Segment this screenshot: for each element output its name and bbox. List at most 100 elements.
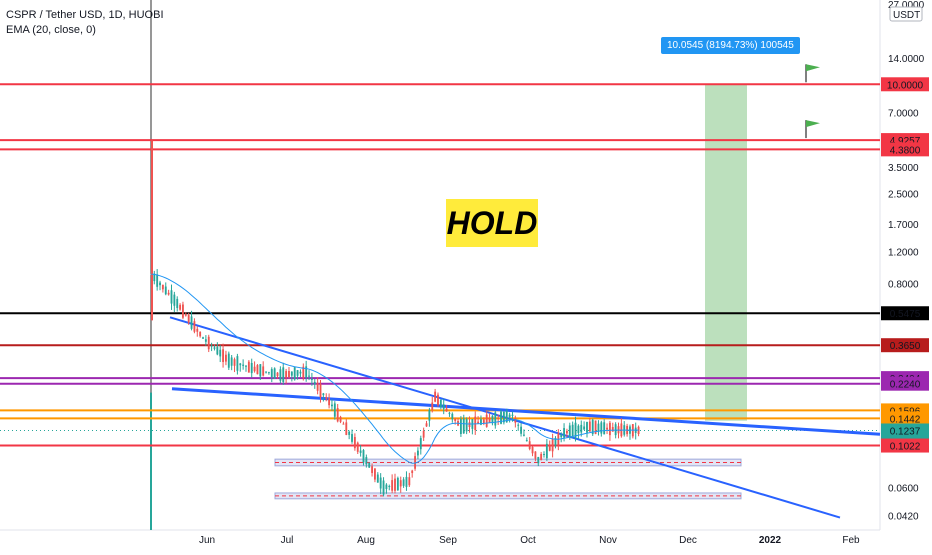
candle-body — [465, 419, 468, 432]
candle-body — [239, 363, 242, 366]
candle-body — [182, 304, 184, 318]
candle-body — [328, 398, 331, 406]
candle-body — [184, 314, 187, 316]
candle-body — [437, 394, 439, 406]
candle-body — [333, 403, 336, 417]
candle-body — [408, 477, 411, 486]
candle-body — [222, 349, 225, 363]
candle-body — [176, 298, 179, 308]
candle-body — [411, 470, 414, 474]
candle-body — [531, 446, 534, 454]
candle-body — [190, 316, 193, 329]
candle-body — [374, 468, 376, 480]
currency-tick: 27.0000 — [888, 0, 925, 11]
candle-body — [597, 423, 600, 432]
candle-body — [399, 480, 402, 487]
candle-body — [543, 453, 545, 455]
candle-body — [514, 417, 517, 423]
price-tag-0.5475 — [881, 306, 929, 321]
price-tag-0.1022 — [881, 438, 929, 453]
candle-body — [359, 450, 362, 453]
candle-body — [608, 422, 611, 436]
currency-label: USDT — [893, 10, 920, 21]
candle-body — [603, 422, 606, 435]
candle-body — [431, 402, 434, 410]
price-tag-4.3800 — [881, 142, 929, 157]
candle-body — [250, 362, 253, 374]
candle-body — [588, 421, 591, 432]
candle-body — [279, 369, 282, 381]
candle-body — [270, 369, 273, 377]
chart-legend: CSPR / Tether USD, 1D, HUOBI EMA (20, cl… — [6, 8, 164, 38]
candle-body — [302, 366, 305, 378]
ema-indicator-label[interactable]: EMA (20, close, 0) — [6, 24, 96, 36]
candle-body — [290, 371, 293, 376]
candle-body — [210, 345, 213, 347]
candle-body — [342, 423, 345, 425]
price-tag-text: 0.1237 — [890, 426, 921, 437]
candle-body — [454, 418, 457, 421]
candle-body — [273, 368, 276, 380]
candle-body — [213, 347, 216, 349]
flag-icon — [806, 64, 820, 72]
candle-body — [488, 417, 491, 423]
candle-body — [577, 425, 580, 434]
candle-body — [179, 304, 182, 310]
candle-body — [505, 410, 508, 423]
measure-label: 10.0545 (8194.73%) 100545 — [661, 37, 800, 54]
x-tick-label: Feb — [842, 535, 860, 546]
symbol-title[interactable]: CSPR / Tether USD, 1D, HUOBI — [6, 9, 164, 21]
candle-body — [325, 397, 328, 399]
candle-body — [468, 422, 471, 428]
candle-body — [520, 426, 523, 434]
candle-body — [462, 418, 465, 434]
candle-body — [365, 457, 368, 465]
candle-body — [356, 442, 359, 452]
x-tick-label: Sep — [439, 535, 457, 546]
candle-body — [563, 428, 565, 438]
candle-body — [571, 424, 574, 437]
candle-body — [227, 353, 230, 368]
candle-body — [351, 434, 353, 442]
candle-body — [482, 419, 485, 424]
candle-body — [611, 427, 614, 432]
candle-body — [345, 422, 348, 435]
candle-body — [305, 366, 308, 378]
candle-body — [262, 366, 265, 376]
candle-body — [405, 476, 408, 487]
candle-body — [586, 421, 588, 433]
candle-body — [299, 371, 302, 374]
candle-body — [319, 383, 322, 398]
candle-body — [282, 367, 285, 382]
candle-body — [445, 408, 448, 412]
candle-body — [376, 474, 379, 483]
candle-body — [196, 328, 199, 332]
candle-body — [296, 370, 299, 376]
hold-label: HOLD — [446, 199, 538, 247]
candle-body — [371, 466, 374, 473]
candle-body — [500, 411, 502, 424]
candle-body — [591, 419, 594, 435]
candle-body — [442, 404, 445, 409]
candle-body — [167, 292, 170, 295]
candle-body — [259, 364, 262, 377]
candle-body — [565, 430, 568, 434]
candle-body — [161, 284, 164, 290]
candle-body — [545, 443, 548, 459]
candle-body — [219, 349, 222, 357]
candle-body — [494, 412, 497, 426]
candle-body — [534, 451, 537, 459]
candle-body — [606, 427, 608, 430]
candle-body — [391, 480, 394, 491]
price-tag-text: 0.1022 — [890, 442, 921, 453]
candle-body — [402, 479, 405, 486]
candle-body — [242, 364, 245, 366]
candle-body — [193, 321, 196, 332]
candle-body — [164, 286, 167, 295]
target-zone — [705, 84, 747, 421]
x-tick-label: Aug — [357, 535, 375, 546]
candle-body — [485, 414, 488, 427]
candle-body — [422, 430, 425, 438]
